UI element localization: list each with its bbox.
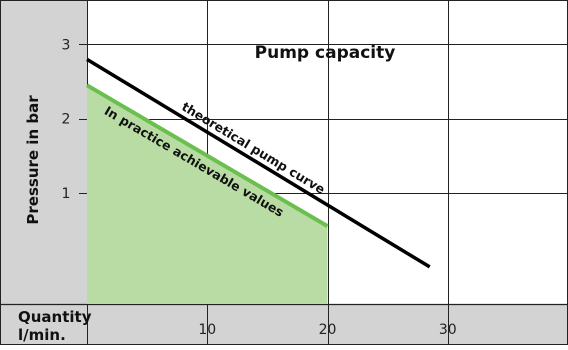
chart-title: Pump capacity	[255, 43, 396, 63]
x-axis-label-line1: Quantity	[18, 308, 92, 326]
practical-curve	[85, 83, 329, 228]
y-tick-label: 3	[62, 37, 71, 53]
series-layer	[85, 57, 431, 304]
practical-area	[87, 85, 328, 304]
x-axis-label-line2: l/min.	[18, 326, 66, 344]
y-tick-label: 2	[62, 112, 71, 128]
x-tick-label: 30	[439, 322, 457, 338]
y-axis-band	[0, 0, 87, 345]
theoretical-curve	[86, 57, 431, 269]
x-tick-label: 10	[198, 322, 216, 338]
x-axis-band	[0, 304, 568, 345]
y-tick-label: 1	[62, 186, 71, 202]
x-tick-label: 20	[319, 322, 337, 338]
y-axis-label: Pressure in bar	[24, 95, 42, 225]
